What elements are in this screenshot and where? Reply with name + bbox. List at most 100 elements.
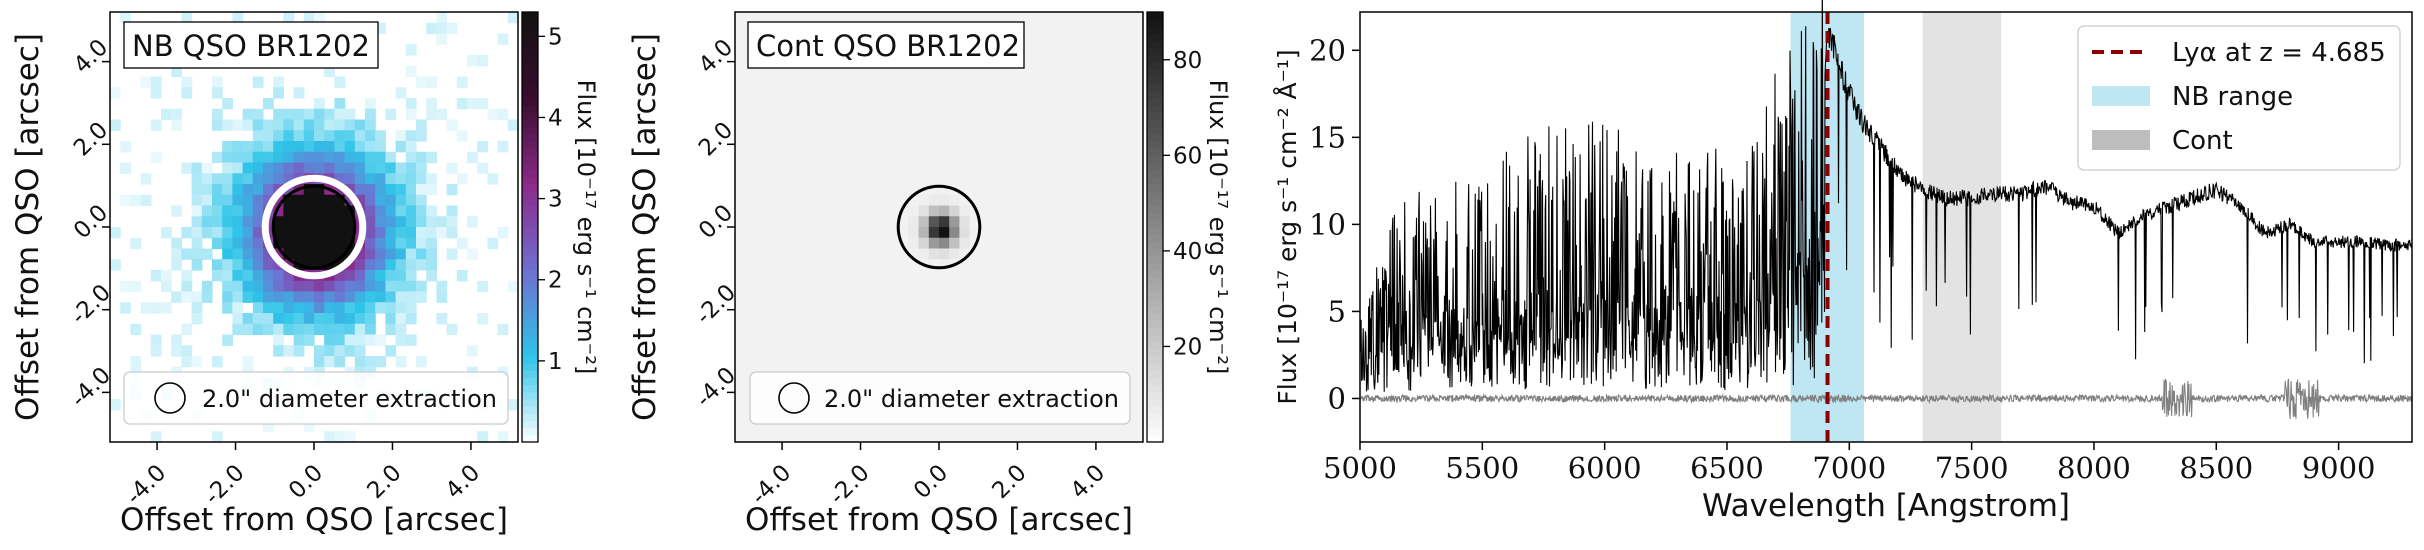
image-pixel: [949, 420, 960, 432]
image-pixel: [1000, 420, 1011, 432]
image-pixel: [385, 313, 397, 325]
image-pixel: [273, 108, 284, 121]
image-pixel: [806, 259, 818, 271]
image-pixel: [1112, 130, 1124, 142]
image-pixel: [939, 248, 950, 260]
image-pixel: [755, 98, 767, 110]
image-pixel: [969, 119, 981, 131]
colorbar-segment: [522, 241, 538, 249]
image-pixel: [1102, 356, 1113, 368]
flux-spectrum-line: [1359, 0, 2413, 392]
image-pixel: [395, 194, 407, 207]
image-pixel: [826, 259, 838, 271]
image-pixel: [857, 313, 869, 325]
colorbar-segment: [1147, 98, 1163, 106]
image-pixel: [477, 98, 488, 110]
image-pixel: [436, 12, 448, 24]
image-pixel: [232, 302, 244, 314]
image-pixel: [130, 356, 142, 368]
image-pixel: [806, 291, 818, 303]
image-pixel: [877, 334, 889, 346]
image-pixel: [222, 259, 233, 271]
image-pixel: [426, 184, 437, 196]
image-pixel: [969, 420, 981, 432]
image-pixel: [990, 302, 1001, 314]
image-pixel: [181, 162, 193, 174]
y-tick-label: -4.0: [66, 362, 116, 412]
image-pixel: [847, 76, 858, 88]
image-pixel: [1000, 141, 1011, 153]
x-tick-label: 7500: [1935, 451, 2009, 485]
image-pixel: [1051, 173, 1062, 185]
image-pixel: [939, 431, 950, 443]
image-pixel: [263, 130, 274, 142]
image-pixel: [1122, 216, 1134, 228]
image-pixel: [1061, 12, 1073, 24]
image-pixel: [293, 345, 305, 357]
image-pixel: [1132, 366, 1144, 379]
colorbar-segment: [1147, 262, 1163, 271]
image-pixel: [755, 76, 767, 88]
image-pixel: [755, 270, 767, 282]
image-pixel: [806, 323, 818, 336]
image-pixel: [786, 65, 797, 78]
image-pixel: [1041, 291, 1052, 303]
image-pixel: [1122, 420, 1134, 432]
image-pixel: [1132, 22, 1144, 35]
image-pixel: [765, 216, 777, 228]
image-pixel: [1092, 323, 1103, 336]
image-pixel: [303, 291, 315, 303]
image-pixel: [252, 227, 264, 239]
image-pixel: [232, 248, 244, 260]
image-pixel: [735, 237, 746, 250]
image-pixel: [365, 237, 376, 250]
image-pixel: [426, 216, 437, 228]
image-pixel: [877, 431, 889, 443]
x-tick-label: 5000: [1323, 451, 1397, 485]
image-pixel: [273, 130, 284, 142]
image-pixel: [191, 291, 203, 303]
image-pixel: [959, 173, 971, 185]
image-pixel: [1051, 162, 1062, 174]
image-pixel: [745, 130, 756, 142]
image-pixel: [273, 302, 284, 314]
image-pixel: [405, 141, 417, 153]
image-pixel: [959, 356, 971, 368]
y-tick-label: -2.0: [66, 280, 116, 330]
image-pixel: [1102, 313, 1113, 325]
image-pixel: [334, 345, 346, 357]
aperture-halo: [261, 174, 367, 280]
image-pixel: [786, 216, 797, 228]
image-pixel: [939, 173, 950, 185]
image-pixel: [949, 98, 960, 110]
image-pixel: [928, 291, 940, 303]
image-pixel: [990, 420, 1001, 432]
image-pixel: [1071, 431, 1083, 443]
image-pixel: [334, 194, 346, 207]
image-pixel: [775, 141, 787, 153]
image-pixel: [745, 237, 756, 250]
image-pixel: [1051, 420, 1062, 432]
image-pixel: [283, 227, 295, 239]
image-pixel: [806, 313, 818, 325]
colorbar-segment: [522, 391, 538, 400]
image-pixel: [405, 98, 417, 110]
image-pixel: [1051, 237, 1062, 250]
colorbar-segment: [522, 255, 538, 264]
image-pixel: [765, 108, 777, 121]
image-pixel: [354, 141, 366, 153]
image-pixel: [857, 87, 869, 99]
image-pixel: [242, 237, 254, 250]
colorbar-tick-label: 40: [1173, 239, 1202, 265]
image-pixel: [324, 227, 335, 239]
image-pixel: [837, 280, 848, 293]
image-pixel: [1030, 302, 1042, 314]
image-pixel: [252, 194, 264, 207]
image-pixel: [979, 173, 991, 185]
image-pixel: [1030, 22, 1042, 35]
colorbar-segment: [522, 90, 538, 99]
image-pixel: [847, 141, 858, 153]
image-pixel: [283, 151, 295, 164]
image-pixel: [765, 323, 777, 336]
colorbar-segment: [1147, 420, 1163, 429]
